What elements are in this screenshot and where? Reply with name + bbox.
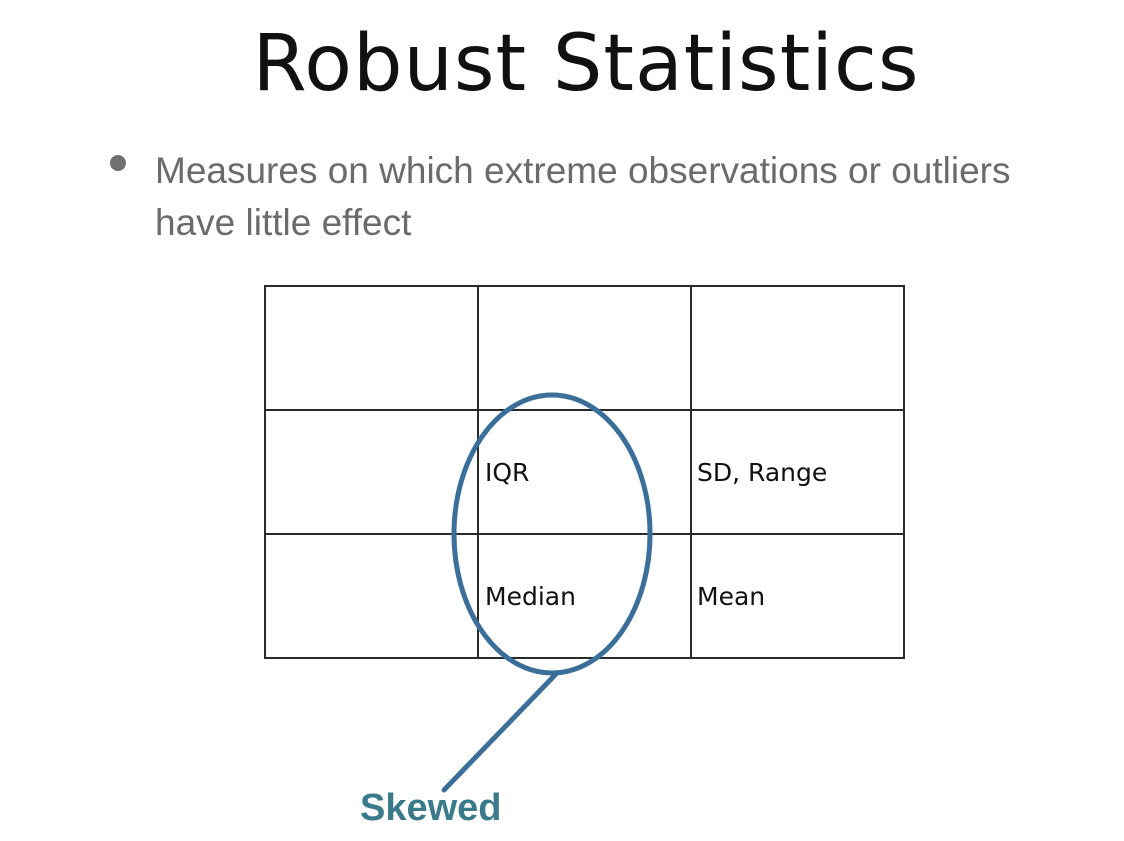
grid-border xyxy=(264,285,905,659)
table-cell-iqr: IQR xyxy=(485,458,530,487)
table-cell-mean: Mean xyxy=(697,582,766,611)
callout-pointer xyxy=(441,671,559,793)
bullet-text: Measures on which extreme observations o… xyxy=(155,150,1011,243)
callout-label: Skewed xyxy=(360,787,502,829)
table-cell-median: Median xyxy=(485,582,576,611)
slide-title: Robust Statistics xyxy=(252,19,920,109)
table-cell-sd-range: SD, Range xyxy=(697,458,828,487)
bullet-icon xyxy=(110,155,126,171)
callout-ellipse xyxy=(451,392,653,676)
